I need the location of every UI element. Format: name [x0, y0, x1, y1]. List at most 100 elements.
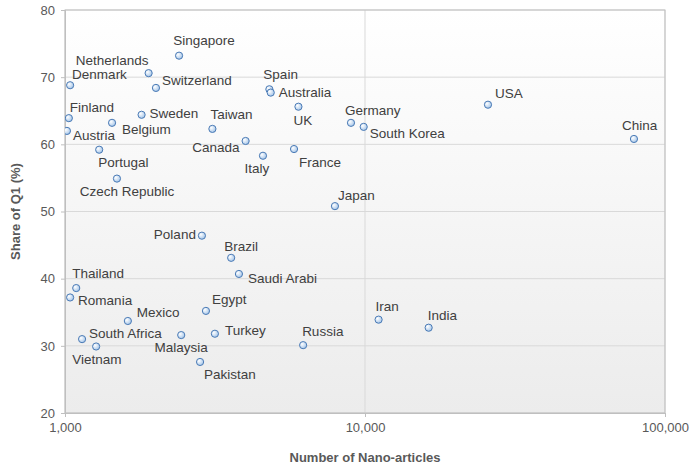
point: [211, 330, 218, 337]
point: [360, 123, 367, 130]
point-label: Turkey: [225, 323, 266, 338]
grid: [65, 10, 665, 413]
tick-label: 70: [41, 70, 55, 85]
point: [175, 52, 182, 59]
point: [78, 336, 85, 343]
plot-frame: [65, 10, 665, 413]
point-label: Vietnam: [72, 352, 121, 367]
point: [630, 135, 637, 142]
x-axis: 1,000 10,000 100,000: [49, 413, 689, 435]
grid-line: [365, 10, 366, 413]
tick: 30: [41, 338, 65, 353]
chart-container: 1,000 10,000 100,000 20 30 40 50 60 70 80 Singapor…: [0, 0, 700, 470]
point-label: Denmark: [72, 67, 127, 82]
axis-line: [66, 414, 666, 418]
point: [267, 89, 274, 96]
tick-label: 10,000: [346, 420, 386, 435]
tick-label: 60: [41, 137, 55, 152]
point-label: Canada: [192, 140, 240, 155]
point-label: Czech Republic: [80, 184, 175, 199]
plot-background: [65, 10, 665, 413]
point-label: Thailand: [72, 266, 124, 281]
tick: 20: [41, 406, 65, 421]
point: [67, 82, 74, 89]
point: [259, 152, 266, 159]
point-label: Japan: [338, 188, 375, 203]
point-label: Malaysia: [155, 340, 209, 355]
point: [425, 324, 432, 331]
point: [198, 232, 205, 239]
point: [65, 115, 72, 122]
point: [178, 331, 185, 338]
point: [295, 103, 302, 110]
point-label: USA: [495, 86, 523, 101]
tick-label: 100,000: [642, 420, 689, 435]
point: [67, 294, 74, 301]
plot-area: 1,000 10,000 100,000 20 30 40 50 60 70 80 Singapor…: [41, 3, 689, 436]
point-label: Finland: [70, 100, 114, 115]
point-labels: SingaporeNetherlandsDenmarkSwitzerlandSp…: [70, 33, 658, 381]
point-label: South Korea: [370, 126, 446, 141]
tick-label: 20: [41, 406, 55, 421]
tick-label: 80: [41, 3, 55, 18]
tick: 70: [41, 70, 65, 85]
point: [124, 317, 131, 324]
point-label: Italy: [245, 161, 270, 176]
point: [300, 342, 307, 349]
y-axis-title: Share of Q1 (%): [8, 163, 23, 260]
tick: 60: [41, 137, 65, 152]
point: [235, 270, 242, 277]
tick-mark: [665, 413, 666, 417]
point-label: Poland: [154, 227, 196, 242]
x-axis-title: Number of Nano-articles: [290, 450, 441, 465]
tick: 50: [41, 204, 65, 219]
axis-line: [61, 11, 66, 414]
tick-mark: [61, 279, 65, 280]
y-axis: 20 30 40 50 60 70 80: [41, 3, 66, 421]
tick-label: 50: [41, 204, 55, 219]
point-label: South Africa: [89, 326, 162, 341]
point: [96, 146, 103, 153]
point: [65, 127, 71, 134]
points: [65, 52, 638, 365]
point-label: Spain: [263, 67, 298, 82]
point-label: Romania: [78, 293, 133, 308]
tick-mark: [365, 413, 366, 417]
point: [484, 101, 491, 108]
point-label: Austria: [73, 128, 116, 143]
tick-label: 40: [41, 271, 55, 286]
tick: 80: [41, 3, 65, 18]
point: [347, 119, 354, 126]
point-label: UK: [293, 113, 312, 128]
tick-label: 1,000: [49, 420, 82, 435]
tick-mark: [61, 144, 65, 145]
point: [242, 137, 249, 144]
point-label: Singapore: [173, 33, 235, 48]
point-label: Belgium: [122, 122, 171, 137]
point-label: Brazil: [224, 239, 258, 254]
point: [73, 284, 80, 291]
point-label: Portugal: [98, 155, 148, 170]
point-label: China: [622, 118, 658, 133]
point-label: Germany: [345, 103, 401, 118]
point: [290, 145, 297, 152]
tick: 40: [41, 271, 65, 286]
point-label: Pakistan: [204, 367, 256, 382]
point: [93, 343, 100, 350]
point: [375, 316, 382, 323]
point: [331, 203, 338, 210]
tick-label: 30: [41, 338, 55, 353]
point-label: Iran: [376, 299, 399, 314]
tick: 10,000: [346, 413, 386, 435]
tick-mark: [61, 10, 65, 11]
point: [228, 254, 235, 261]
point: [145, 70, 152, 77]
point: [113, 175, 120, 182]
point: [209, 125, 216, 132]
point-label: Taiwan: [210, 107, 252, 122]
point: [152, 84, 159, 91]
point-label: Mexico: [137, 305, 180, 320]
point: [202, 307, 209, 314]
tick-mark: [61, 212, 65, 213]
point: [196, 358, 203, 365]
